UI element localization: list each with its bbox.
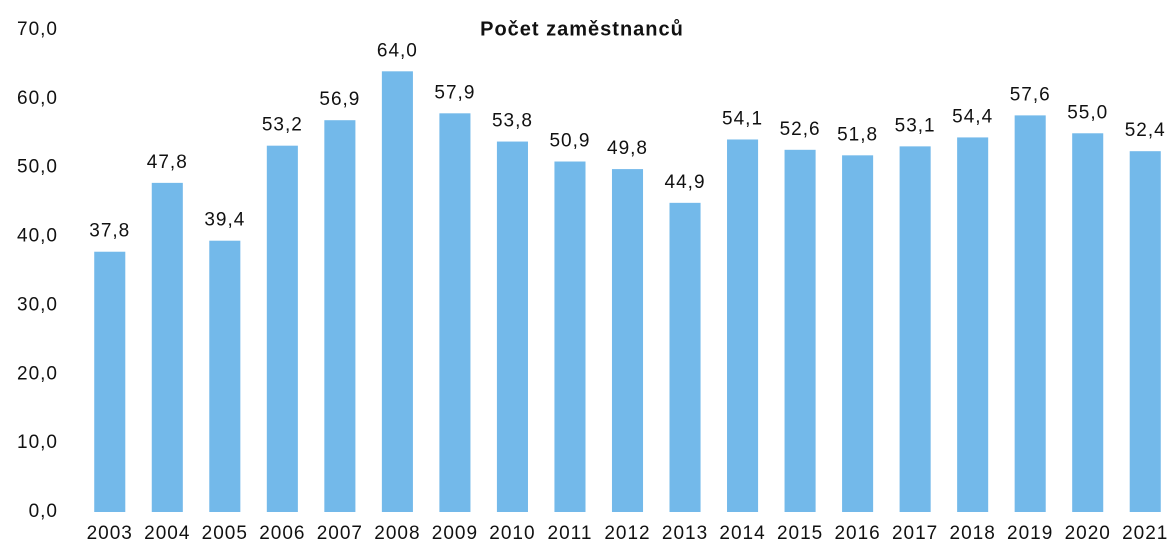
chart-title: Počet zaměstnanců [480,18,684,40]
x-tick-label: 2006 [259,523,305,544]
bar [669,202,701,512]
x-tick-label: 2016 [834,523,880,544]
x-tick-label: 2012 [604,523,650,544]
x-tick-label: 2014 [719,523,765,544]
x-tick-label: 2004 [144,523,190,544]
data-label: 64,0 [377,40,418,61]
bar [611,169,644,512]
x-tick-label: 2013 [662,523,708,544]
x-tick-label: 2009 [432,523,478,544]
y-tick-label: 0,0 [29,501,58,522]
x-tick-label: 2008 [374,523,420,544]
bar [554,161,586,512]
x-tick-label: 2019 [1007,523,1053,544]
bar [151,182,183,512]
x-tick-label: 2007 [317,523,363,544]
bar [1014,115,1046,512]
bar [266,145,298,512]
bar [842,155,874,512]
data-label: 51,8 [837,124,878,145]
data-label: 57,9 [434,82,475,103]
data-label: 53,8 [492,111,533,132]
y-tick-label: 20,0 [17,363,58,384]
bar [496,141,528,512]
data-label: 53,2 [262,115,303,136]
x-tick-label: 2003 [87,523,133,544]
data-label: 44,9 [665,172,706,193]
data-label: 39,4 [204,210,245,231]
bar [324,120,356,513]
bar [439,113,471,513]
x-tick-label: 2020 [1065,523,1111,544]
y-tick-label: 70,0 [17,19,58,40]
data-label: 52,6 [780,119,821,140]
bar [727,139,759,513]
data-label: 57,6 [1010,84,1051,105]
x-tick-label: 2018 [950,523,996,544]
y-tick-label: 50,0 [17,157,58,178]
x-tick-label: 2011 [548,523,593,544]
x-tick-label: 2015 [777,523,823,544]
y-tick-label: 40,0 [17,226,58,247]
bar [94,251,126,512]
x-tick-label: 2017 [892,523,938,544]
data-label: 54,4 [952,106,993,127]
bar [784,149,816,512]
data-label: 55,0 [1067,102,1108,123]
data-label: 52,4 [1125,120,1166,141]
bar [1072,133,1104,513]
data-label: 50,9 [549,131,590,152]
data-label: 37,8 [89,221,130,242]
bar [381,71,413,513]
x-tick-label: 2005 [202,523,248,544]
x-tick-label: 2010 [489,523,535,544]
y-tick-label: 10,0 [17,432,58,453]
y-tick-label: 60,0 [17,88,58,109]
bar [899,146,931,512]
y-tick-label: 30,0 [17,294,58,315]
bar [209,240,241,512]
data-label: 49,8 [607,138,648,159]
data-label: 53,1 [895,115,936,136]
data-label: 47,8 [147,152,188,173]
data-label: 56,9 [319,89,360,110]
bar [1129,151,1161,512]
x-tick-label: 2021 [1122,523,1168,544]
data-label: 54,1 [722,108,763,129]
bar [957,137,989,512]
